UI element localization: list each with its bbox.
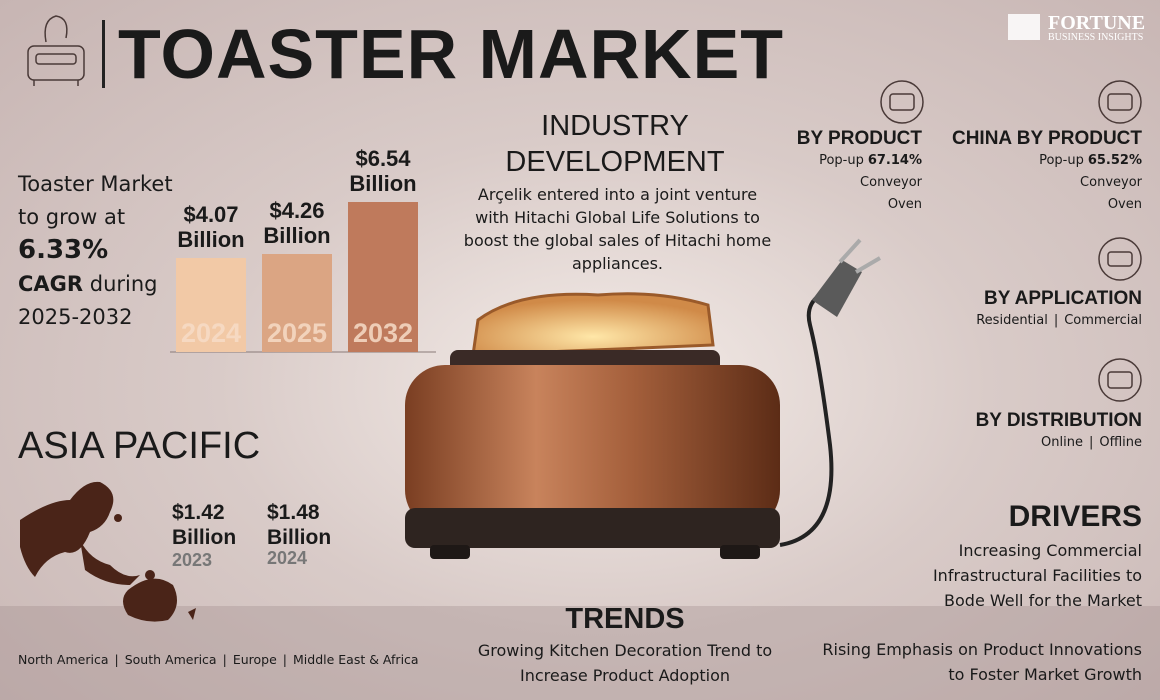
region-value: $1.42 Billion — [172, 501, 237, 549]
item-label: Pop-up — [1039, 153, 1084, 168]
segment-item: Oven — [922, 194, 1142, 216]
region-year: 2024 — [267, 548, 308, 568]
separator — [102, 20, 105, 88]
divider: | — [1053, 313, 1059, 328]
category-label: 2024 — [180, 318, 242, 348]
segment-items: Pop-up 67.14% Conveyor Oven — [702, 150, 922, 216]
item-label: Oven — [887, 197, 922, 212]
segment-item: Online — [1041, 435, 1083, 450]
item-label: Conveyor — [860, 175, 922, 190]
segment: BY DISTRIBUTION Online | Offline — [922, 410, 1142, 454]
segment-item: | Offline — [1083, 435, 1142, 450]
item-label: Commercial — [1064, 313, 1142, 328]
segment-items: Residential | Commercial — [922, 310, 1142, 332]
item-share: 67.14% — [867, 153, 922, 168]
opportunity-text: Rising Emphasis on Product Innovations t… — [822, 640, 1142, 684]
logo-subtitle: BUSINESS INSIGHTS — [1048, 32, 1144, 43]
segment-title: BY DISTRIBUTION — [975, 410, 1142, 431]
item-label: Online — [1041, 435, 1083, 450]
segment: CHINA BY PRODUCT Pop-up 65.52% Conveyor Oven — [922, 128, 1142, 216]
segment-item: Pop-up 65.52% — [922, 150, 1142, 172]
category-label: 2032 — [352, 318, 414, 348]
region-value: $1.48 Billion — [267, 501, 332, 549]
bar — [348, 201, 418, 352]
region: Middle East & Africa — [277, 652, 419, 667]
growth-period: during 2025-2032 — [18, 272, 158, 329]
logo: FORTUNE — [1048, 12, 1146, 34]
item-label: Residential — [976, 313, 1048, 328]
bar — [262, 254, 332, 352]
item-label: Offline — [1099, 435, 1142, 450]
segment-item: | Commercial — [1048, 313, 1142, 328]
bottom-band — [0, 606, 1160, 700]
industry-heading: INDUSTRY DEVELOPMENT — [505, 110, 725, 178]
category-label: 2025 — [266, 318, 328, 348]
bar — [176, 258, 246, 352]
item-label: Oven — [1107, 197, 1142, 212]
region: Europe — [217, 652, 277, 667]
cagr-value: 6.33% — [18, 235, 109, 265]
region: South America — [109, 652, 217, 667]
region-list: North AmericaSouth AmericaEuropeMiddle E… — [18, 652, 419, 667]
drivers-text: Increasing Commercial Infrastructural Fa… — [932, 541, 1142, 610]
industry-text: Arçelik entered into a joint venture wit… — [463, 185, 772, 273]
segment-title: CHINA BY PRODUCT — [951, 128, 1142, 149]
segment-item: Conveyor — [702, 172, 922, 194]
value-label: $4.26 Billion — [263, 198, 331, 249]
divider: | — [1088, 435, 1094, 450]
segment-item: Conveyor — [922, 172, 1142, 194]
region: North America — [18, 652, 109, 667]
item-label: Conveyor — [1080, 175, 1142, 190]
trends-text: Growing Kitchen Decoration Trend to Incr… — [477, 641, 773, 685]
segment: BY APPLICATION Residential | Commercial — [922, 288, 1142, 332]
segment-items: Online | Offline — [922, 432, 1142, 454]
region-heading: ASIA PACIFIC — [18, 425, 261, 467]
trends-heading: TRENDS — [565, 603, 685, 635]
segment-item: Oven — [702, 194, 922, 216]
value-label: $4.07 Billion — [177, 202, 245, 253]
region-year: 2023 — [172, 550, 213, 570]
segment: BY PRODUCT Pop-up 67.14% Conveyor Oven — [702, 128, 922, 216]
drivers-heading: DRIVERS — [1008, 500, 1142, 533]
segment-items: Pop-up 65.52% Conveyor Oven — [922, 150, 1142, 216]
segment-item: Pop-up 67.14% — [702, 150, 922, 172]
cagr-label: CAGR — [18, 272, 84, 296]
growth-intro: Toaster Market to grow at — [18, 172, 173, 229]
segment-item: Residential — [976, 313, 1048, 328]
segment-title: BY PRODUCT — [796, 128, 922, 149]
item-label: Pop-up — [819, 153, 864, 168]
item-share: 65.52% — [1087, 153, 1142, 168]
segment-title: BY APPLICATION — [984, 288, 1142, 309]
title: TOASTER MARKET — [118, 15, 785, 93]
growth-text: Toaster Market to grow at 6.33% CAGR dur… — [18, 168, 178, 334]
value-label: $6.54 Billion — [349, 145, 417, 196]
